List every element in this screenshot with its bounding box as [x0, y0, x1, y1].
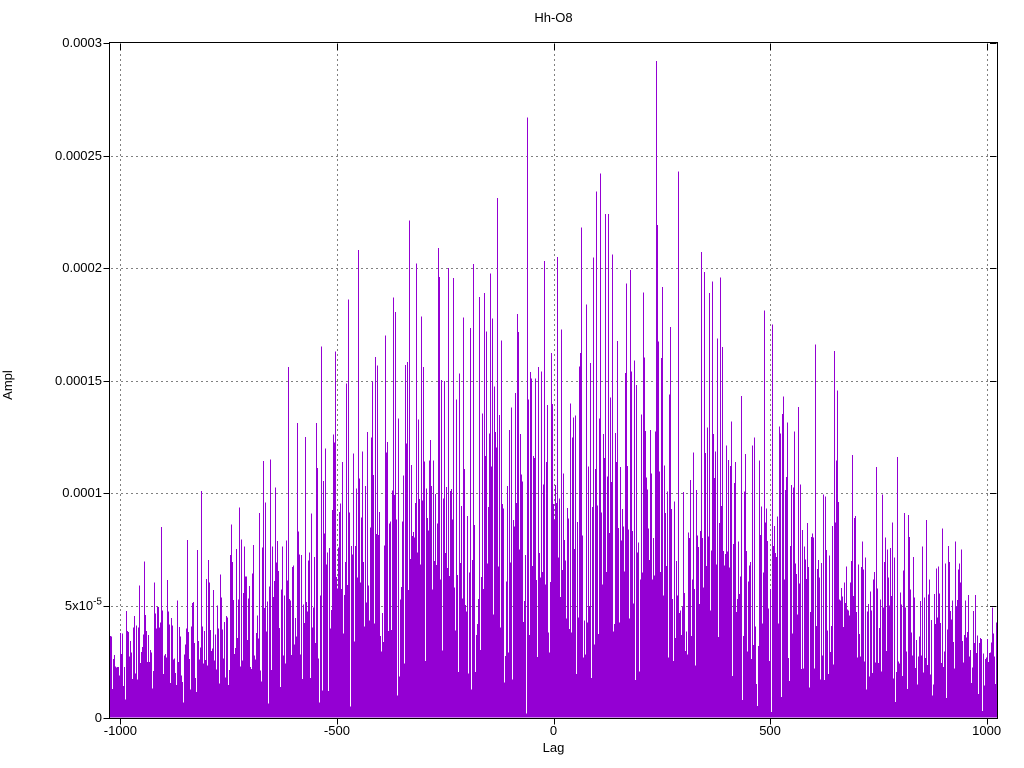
x-axis-label: Lag [542, 740, 565, 755]
y-tick-label: 0.0002 [62, 260, 102, 275]
x-tick-label: -500 [323, 723, 350, 738]
x-tick-label: -1000 [103, 723, 138, 738]
x-tick-label: 0 [549, 723, 558, 738]
y-tick-label: 5x10-5 [64, 596, 102, 613]
y-tick-label: 0.0001 [62, 485, 102, 500]
y-tick-label: 0.0003 [62, 35, 102, 50]
y-tick-label: 0.00015 [55, 372, 102, 388]
chart-title: Hh-O8 [534, 10, 573, 25]
grid-lines [111, 44, 996, 717]
y-tick-label: 0 [94, 710, 102, 725]
impulse-series [110, 61, 998, 718]
plot-border [109, 42, 998, 719]
x-tick-label: 1000 [972, 723, 1002, 738]
tick-marks [103, 43, 997, 725]
x-tick-label: 500 [759, 723, 781, 738]
y-tick-label: 0.00025 [55, 147, 102, 163]
